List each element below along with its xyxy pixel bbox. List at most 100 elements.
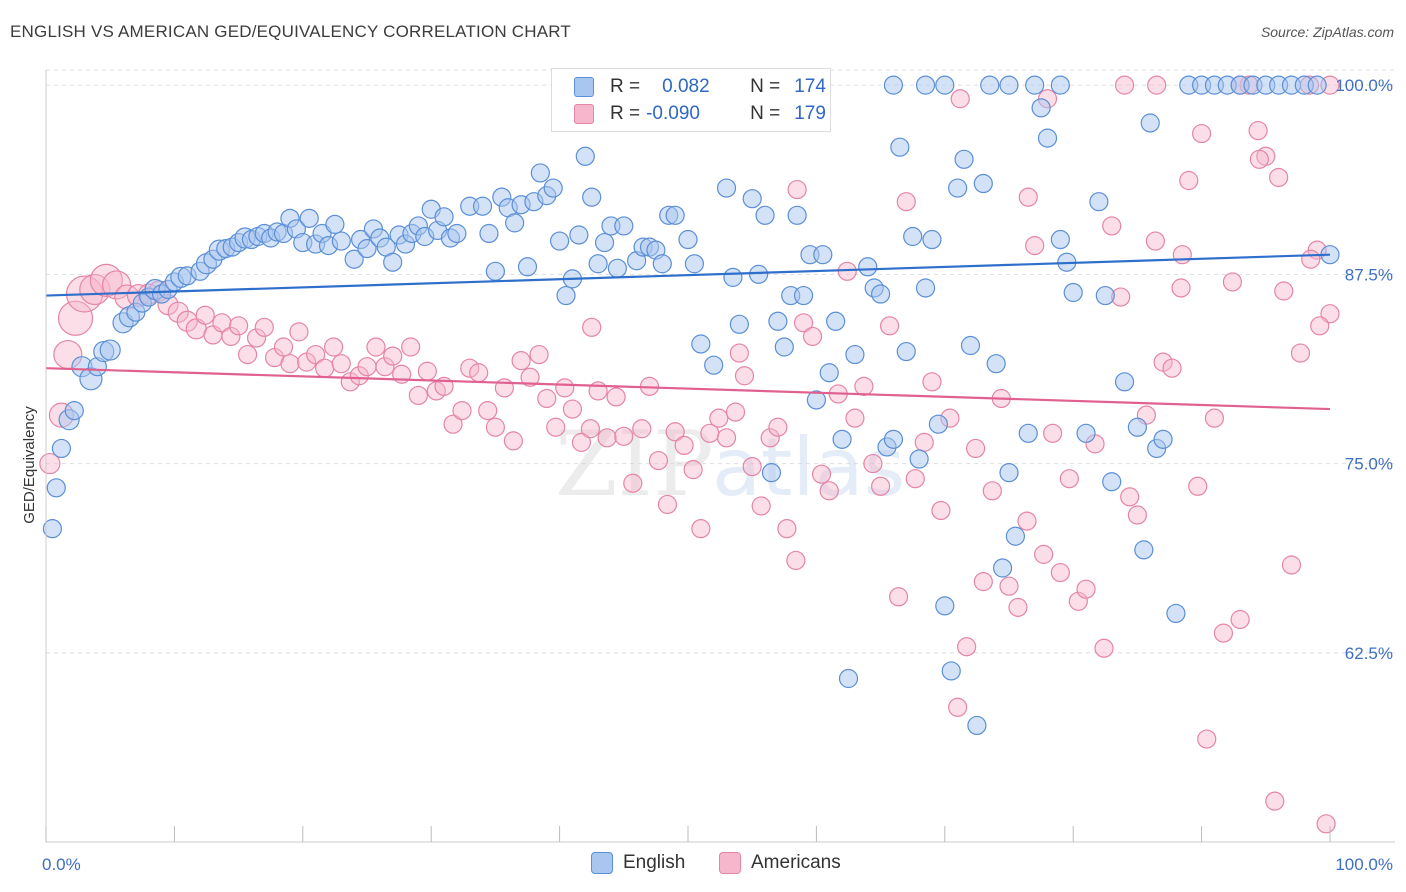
americans-point <box>751 496 771 516</box>
americans-point <box>623 473 643 493</box>
english-point <box>582 187 602 207</box>
americans-point <box>1043 423 1063 443</box>
english-point <box>472 196 493 216</box>
n-label: N = <box>750 103 781 124</box>
americans-point <box>580 419 601 439</box>
english-point <box>986 354 1006 374</box>
americans-point <box>366 337 386 357</box>
english-point <box>99 339 121 361</box>
americans-point <box>1059 469 1079 489</box>
english-point <box>607 258 627 278</box>
english-swatch <box>591 852 613 874</box>
english-point <box>915 278 936 298</box>
americans-point <box>254 317 274 337</box>
americans-point <box>478 400 498 421</box>
americans-point <box>948 697 968 717</box>
americans-point <box>529 344 549 365</box>
americans-point <box>1265 791 1285 811</box>
americans-point <box>571 432 592 452</box>
americans-point <box>1281 555 1302 575</box>
english-point <box>980 75 1000 95</box>
english-point <box>549 231 570 251</box>
americans-point <box>1162 358 1182 378</box>
english-point <box>806 390 827 410</box>
english-point <box>954 149 974 169</box>
english-point <box>729 314 749 334</box>
legend-americans-label: Americans <box>751 852 841 873</box>
americans-point <box>606 387 626 407</box>
americans-point <box>1145 231 1165 251</box>
english-point <box>1114 372 1135 392</box>
english-point <box>915 75 936 95</box>
english-point <box>826 311 846 331</box>
english-point <box>569 225 589 245</box>
english-point <box>1307 75 1327 95</box>
english-point <box>1127 417 1148 437</box>
english-point <box>1018 423 1038 443</box>
americans-point <box>460 358 480 378</box>
americans-point <box>709 408 729 428</box>
english-point <box>1031 98 1051 118</box>
americans-point <box>777 519 797 539</box>
americans-point <box>729 343 749 363</box>
americans-point <box>408 385 428 406</box>
english-point <box>543 178 563 198</box>
americans-point <box>383 346 403 366</box>
americans-point <box>1197 729 1217 749</box>
americans-point <box>786 550 806 571</box>
r-value: 0.082 <box>662 76 710 97</box>
english-point <box>1025 75 1045 95</box>
americans-point <box>1310 316 1330 336</box>
americans-point <box>555 378 575 398</box>
americans-point <box>417 361 437 381</box>
americans-point <box>674 435 694 456</box>
r-label: R = <box>610 103 641 124</box>
legend-english-label: English <box>623 852 686 873</box>
americans-point <box>1018 187 1038 207</box>
americans-point <box>888 587 909 607</box>
english-point <box>383 252 403 272</box>
english-point <box>331 231 351 251</box>
americans-point <box>870 476 891 496</box>
americans-point <box>1269 167 1289 188</box>
english-point <box>652 254 672 274</box>
americans-point <box>905 469 925 489</box>
english-point <box>941 661 961 681</box>
americans-point <box>1274 281 1294 301</box>
legend-row-english: R = 0.082 N = 174 <box>574 75 826 99</box>
english-point <box>299 208 319 228</box>
axes <box>45 70 1395 843</box>
english-point <box>704 355 724 375</box>
americans-point <box>1050 562 1070 583</box>
english-point <box>517 257 538 277</box>
legend-english[interactable]: English <box>591 852 685 874</box>
english-point <box>1076 423 1096 443</box>
americans-point <box>1025 235 1045 256</box>
english-point <box>665 205 685 225</box>
americans-point <box>469 363 489 383</box>
americans-point <box>1222 272 1243 292</box>
english-point <box>870 284 891 304</box>
americans-point <box>957 637 977 657</box>
americans-point <box>657 494 678 515</box>
americans-point <box>237 344 258 365</box>
americans-point <box>982 481 1002 501</box>
english-point <box>434 207 454 227</box>
english-trend-line <box>45 253 1331 297</box>
americans-point <box>1127 505 1148 525</box>
english-point <box>1166 603 1186 624</box>
americans-point <box>691 519 711 539</box>
americans-point <box>1188 476 1208 496</box>
english-point <box>1140 113 1160 133</box>
english-point <box>935 75 955 95</box>
n-label: N = <box>750 76 781 97</box>
english-point <box>447 223 467 244</box>
english-point <box>1005 526 1026 546</box>
americans-point <box>742 456 762 477</box>
english-point <box>922 229 942 250</box>
legend-americans[interactable]: Americans <box>719 852 841 874</box>
americans-point <box>1204 408 1225 428</box>
americans-point <box>966 438 986 459</box>
americans-point <box>819 481 839 501</box>
